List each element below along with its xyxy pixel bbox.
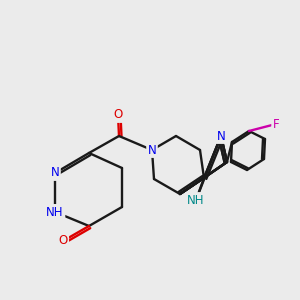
Text: N: N bbox=[148, 143, 156, 157]
Text: F: F bbox=[273, 118, 279, 130]
Text: O: O bbox=[58, 235, 68, 248]
Text: O: O bbox=[113, 109, 123, 122]
Text: NH: NH bbox=[187, 194, 205, 206]
Text: NH: NH bbox=[46, 206, 64, 218]
Text: N: N bbox=[51, 167, 59, 179]
Text: N: N bbox=[217, 130, 225, 142]
Text: NH: NH bbox=[46, 206, 64, 218]
